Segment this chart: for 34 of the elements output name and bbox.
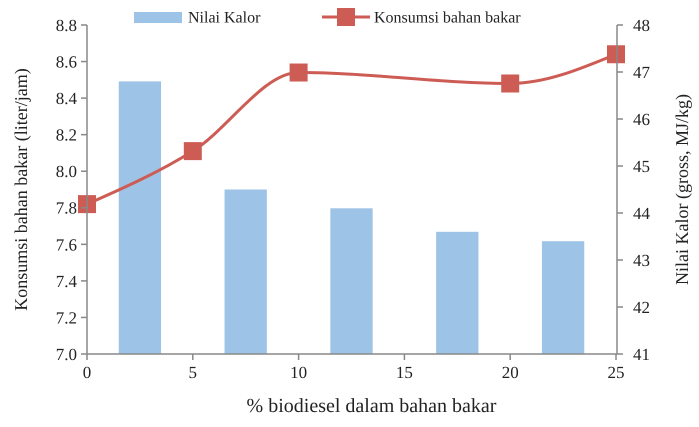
y-tick-label: 7.0 [56,344,77,364]
x-tick-label: 5 [188,363,198,382]
x-tick-label: 20 [502,363,519,382]
y2-tick-label: 47 [633,62,650,82]
y-tick-label: 8.8 [56,16,77,35]
x-tick-label: 0 [82,363,92,382]
y2-tick-label: 41 [633,344,650,364]
y-axis-title: Konsumsi bahan bakar (liter/jam) [11,68,31,311]
y2-tick-label: 46 [633,110,650,129]
y2-tick-label: 44 [633,204,650,223]
x-tick-label: 15 [396,363,413,382]
point [184,142,202,160]
y-tick-label: 8.6 [56,52,77,72]
y-tick-label: 7.6 [56,235,77,254]
point [78,195,96,214]
point [290,64,308,82]
y2-tick-label: 42 [633,298,650,317]
y-tick-label: 7.8 [56,198,77,218]
x-tick-label: 25 [608,363,624,382]
legend-label: Nilai Kalor [188,10,262,27]
y-tick-label: 8.4 [56,89,78,108]
y2-axis-title: Nilai Kalor (gross, MJ/kg) [672,94,692,285]
y2-tick-label: 48 [633,16,650,35]
y2-tick-label: 43 [633,250,650,270]
y-tick-label: 7.2 [56,308,77,328]
y-tick-label: 8.0 [56,162,77,182]
y-tick-label: 8.2 [56,126,77,145]
x-tick-label: 10 [290,363,308,382]
x-axis-title: % biodiesel dalam bahan bakar [246,395,497,417]
y-tick-label: 7.4 [56,272,78,291]
point [607,45,625,64]
point [501,74,520,92]
legend-label: Konsumsi bahan bakar [374,10,522,27]
y2-tick-label: 45 [633,156,650,176]
